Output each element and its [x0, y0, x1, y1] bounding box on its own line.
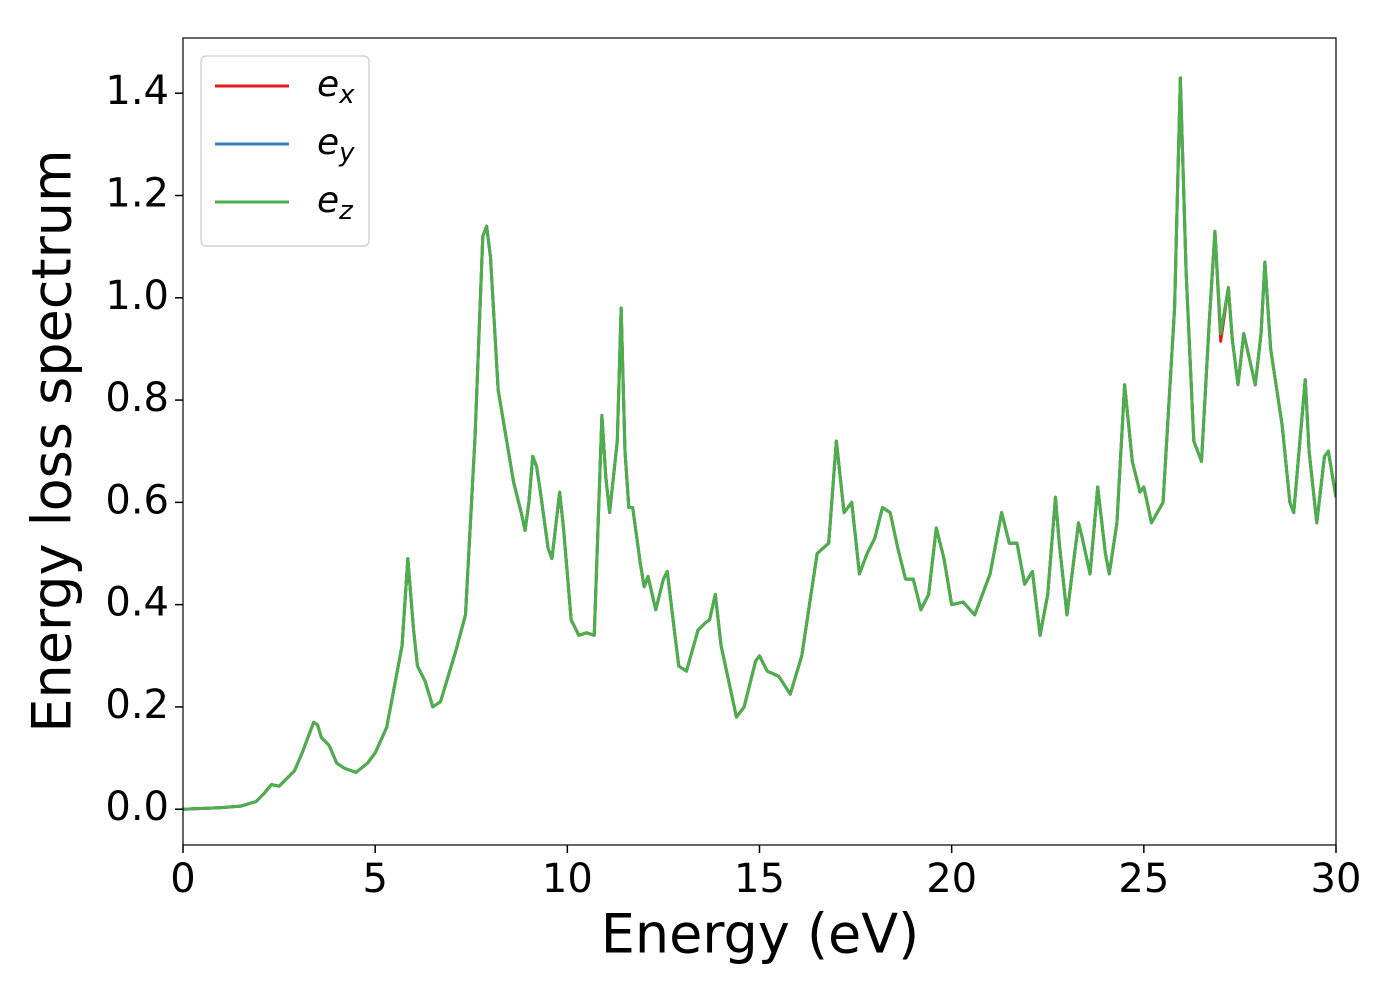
y-tick-label: 1.2	[105, 171, 169, 217]
x-tick-label: 30	[1311, 856, 1362, 902]
y-tick-label: 1.0	[105, 273, 169, 319]
series-line	[183, 76, 1336, 811]
x-tick-label: 25	[1118, 856, 1169, 902]
y-tick-label: 1.4	[105, 68, 169, 114]
x-tick-label: 0	[170, 856, 195, 902]
y-axis-label: Energy loss spectrum	[21, 149, 84, 732]
legend-box	[200, 55, 370, 247]
legend-label: ez	[317, 180, 354, 226]
legend-label: ey	[317, 122, 355, 168]
legend-label: ex	[317, 64, 355, 110]
x-axis-label: Energy (eV)	[601, 903, 920, 966]
y-tick-label: 0.8	[105, 375, 169, 421]
plot-frame	[182, 37, 1337, 846]
x-tick-label: 5	[362, 856, 387, 902]
y-tick-label: 0.0	[105, 784, 169, 830]
y-tick-label: 0.2	[105, 682, 169, 728]
y-tick-label: 0.4	[105, 580, 169, 626]
x-tick-label: 20	[926, 856, 977, 902]
x-tick-label: 10	[542, 856, 593, 902]
y-tick-label: 0.6	[105, 477, 169, 523]
x-tick-label: 15	[734, 856, 785, 902]
